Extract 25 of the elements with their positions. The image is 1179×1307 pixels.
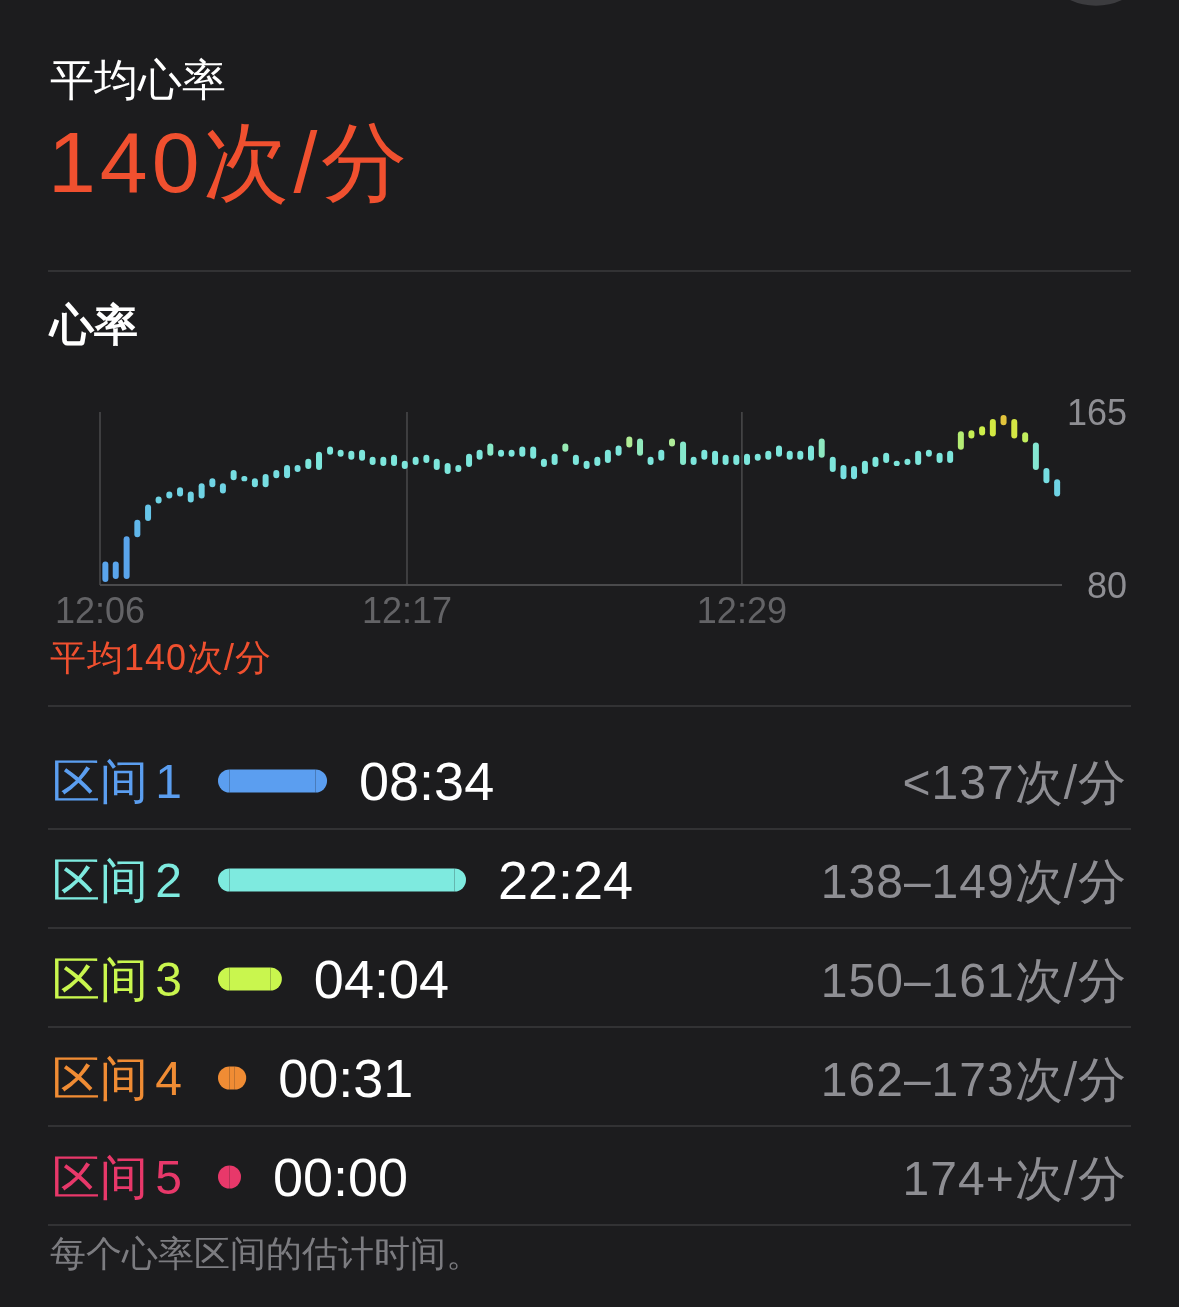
x-tick-label: 12:06 [54,590,146,631]
x-tick-label: 12:17 [361,590,453,631]
value-label: 00:31 [278,1048,414,1108]
value-label: 04:04 [313,949,449,1009]
category-label: 区间 1 [52,755,183,808]
value-label: 08:34 [359,751,495,811]
x-tick-label: 12:29 [696,590,787,631]
annotation: 平均140次/分 [50,637,273,678]
zone-range: 150–161次/分 [820,954,1127,1007]
chart-title: 心率 [50,300,138,349]
category-label: 区间 5 [52,1151,183,1204]
category-label: 区间 2 [52,854,183,907]
value-label: 22:24 [498,850,634,910]
category-label: 区间 4 [52,1052,183,1105]
card-title: 平均心率 [50,55,226,104]
zone-range: 174+次/分 [902,1152,1127,1205]
zone-range: <137次/分 [902,756,1127,809]
value-label: 00:00 [273,1147,409,1207]
category-label: 区间 3 [52,953,183,1006]
zone-range: 138–149次/分 [820,855,1127,908]
footnote: 每个心率区间的估计时间。 [50,1233,482,1274]
card-value: 140次/分 [48,114,412,210]
y-tick-label: 80 [1086,565,1127,606]
y-tick-label: 165 [1066,392,1127,433]
zone-range: 162–173次/分 [820,1053,1127,1106]
